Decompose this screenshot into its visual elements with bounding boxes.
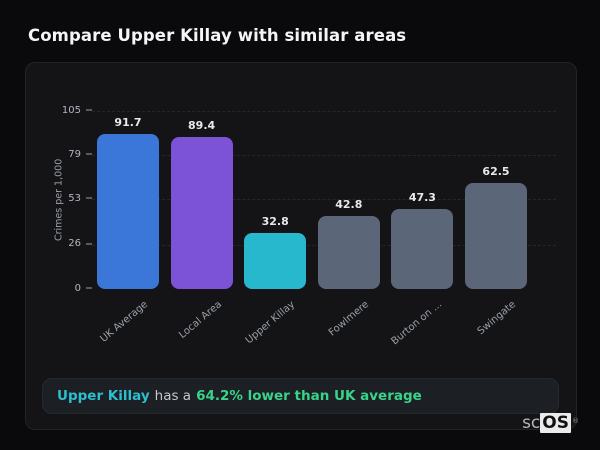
bar-value-label: 89.4: [188, 119, 216, 133]
y-tick-mark: [86, 243, 92, 245]
insight-statement: 64.2% lower than UK average: [196, 388, 422, 404]
insight-box: Upper Killay has a 64.2% lower than UK a…: [42, 378, 559, 414]
x-axis-label: Fowlmere: [326, 299, 371, 339]
y-tick-label: 105: [61, 104, 81, 116]
gridline: [92, 111, 556, 112]
logo-prefix: sc: [522, 413, 541, 433]
bar-uk-average: [97, 133, 159, 289]
y-tick-mark: [86, 109, 92, 111]
bar-value-label: 32.8: [261, 215, 289, 229]
y-tick: 79: [26, 149, 92, 160]
y-tick: 105: [26, 105, 92, 116]
bar-value-label: 42.8: [335, 198, 363, 212]
bar-chart: Crimes per 1,000 0 26 53 79 105 91.7 UK Averag…: [26, 63, 578, 373]
y-tick-label: 26: [68, 238, 81, 250]
y-tick: 53: [26, 193, 92, 204]
bar-local-area: [170, 137, 233, 289]
chart-card: Crimes per 1,000 0 26 53 79 105 91.7 UK Averag…: [25, 62, 577, 430]
bar-swingate: [465, 183, 527, 289]
brand-logo: sc OS ®: [522, 413, 579, 433]
insight-area-name: Upper Killay: [57, 388, 150, 404]
y-tick: 0: [26, 283, 92, 294]
y-tick-mark: [86, 287, 92, 289]
y-tick: 26: [26, 238, 92, 249]
gridline: [92, 155, 556, 157]
bar-value-label: 62.5: [482, 165, 510, 179]
bar-burton-on: [391, 208, 454, 289]
x-axis-label: UK Average: [98, 299, 151, 345]
page-title: Compare Upper Killay with similar areas: [28, 26, 407, 45]
gridline: [92, 199, 556, 201]
y-tick-label: 79: [68, 148, 81, 160]
y-tick-mark: [86, 153, 92, 155]
y-tick-label: 0: [74, 282, 81, 294]
y-tick-label: 53: [68, 192, 81, 204]
x-axis-label: Upper Killay: [243, 299, 298, 347]
logo-os-badge: OS: [540, 413, 571, 433]
x-axis-label: Local Area: [176, 299, 224, 341]
x-axis-label: Swingate: [475, 299, 519, 338]
insight-connector: has a: [154, 388, 192, 404]
bar-fowlmere: [317, 216, 380, 289]
bar-upper-killay: [244, 233, 307, 289]
bar-value-label: 47.3: [408, 190, 436, 204]
logo-registered-mark: ®: [572, 417, 579, 425]
y-tick-mark: [86, 197, 92, 199]
bar-value-label: 91.7: [114, 115, 142, 129]
x-axis-label: Burton on ...: [389, 299, 445, 348]
